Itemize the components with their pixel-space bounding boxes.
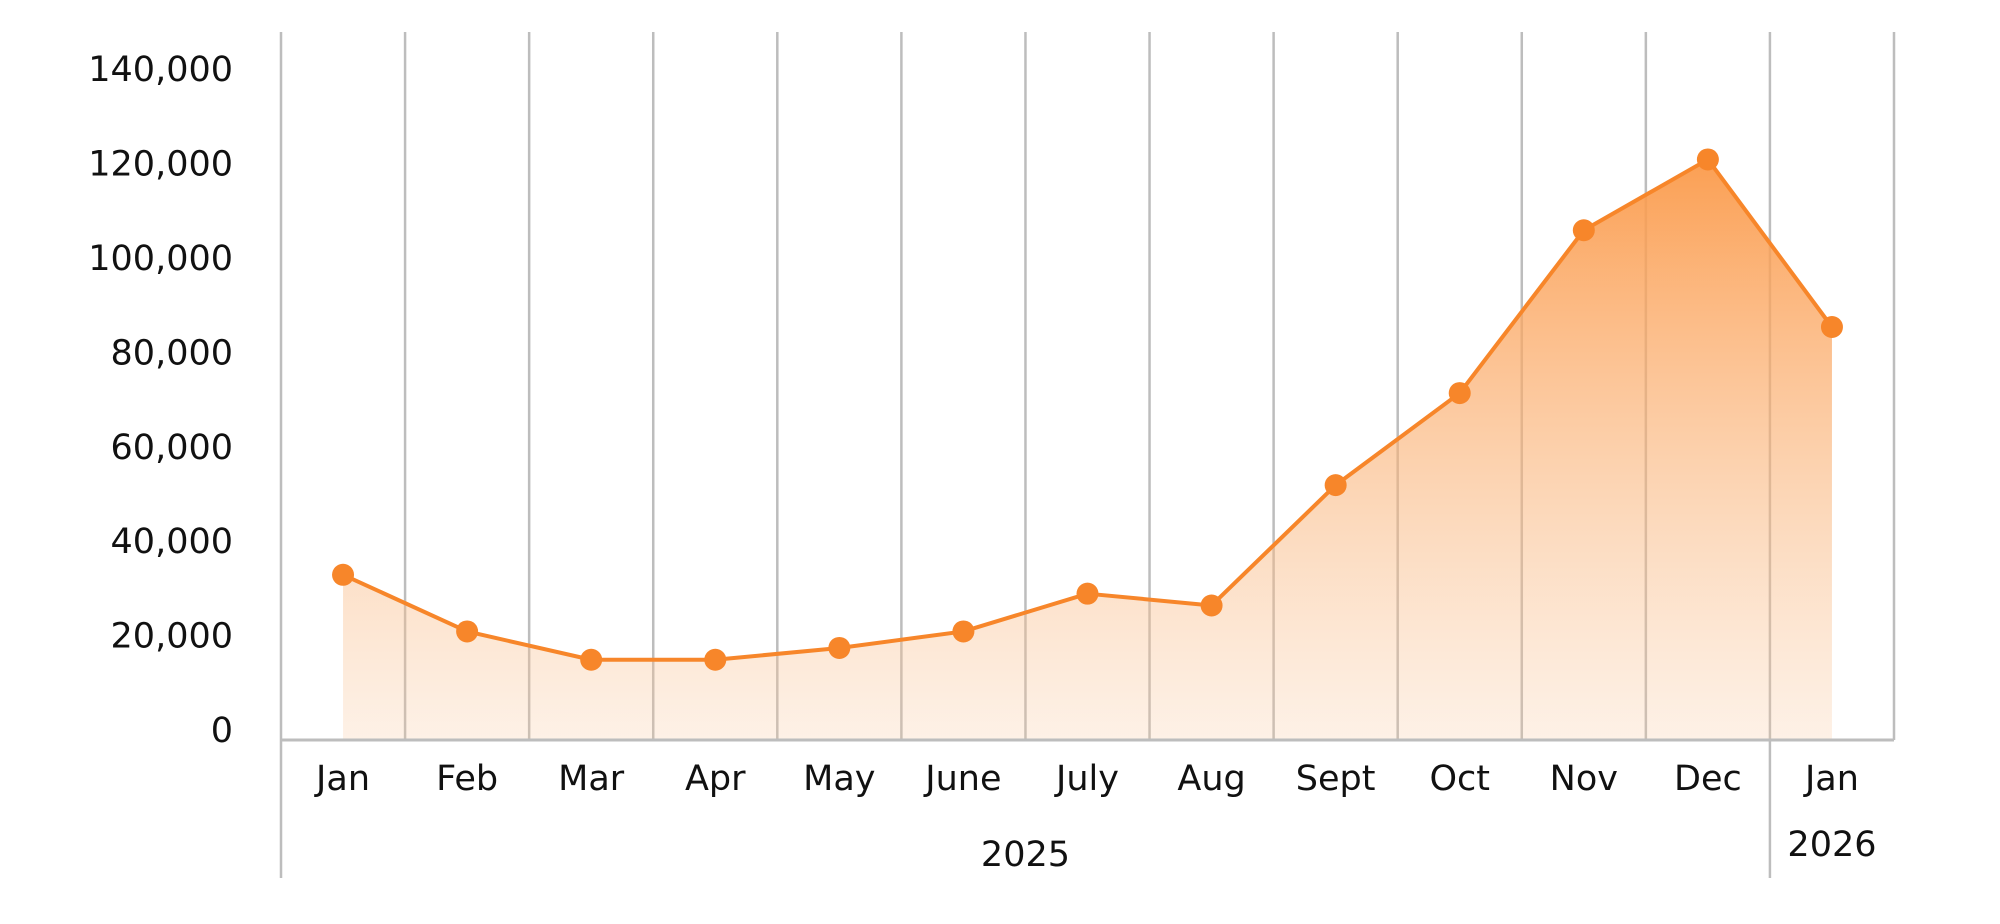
y-tick-label: 0 xyxy=(211,711,233,751)
point xyxy=(952,620,975,643)
point xyxy=(828,636,851,659)
x-tick-label: Dec xyxy=(1674,759,1742,799)
point xyxy=(704,648,727,671)
point xyxy=(580,648,603,671)
point xyxy=(1076,582,1099,605)
area-fill xyxy=(343,159,1832,740)
point xyxy=(1448,382,1471,405)
x-tick-label: Sept xyxy=(1296,759,1376,799)
point xyxy=(1200,594,1223,617)
x-tick-label: July xyxy=(1054,759,1119,799)
x-tick-label: June xyxy=(923,759,1001,799)
point xyxy=(332,563,355,586)
y-tick-label: 140,000 xyxy=(88,50,233,90)
x-tick-label: Oct xyxy=(1429,759,1490,799)
x-tick-label: Nov xyxy=(1550,759,1618,799)
x-tick-label: May xyxy=(803,759,875,799)
x-tick-label: Jan xyxy=(1803,759,1859,799)
x-tick-label: Feb xyxy=(436,759,498,799)
x-tick-label: Jan xyxy=(314,759,370,799)
y-tick-label: 20,000 xyxy=(111,617,233,657)
point xyxy=(1572,219,1595,242)
y-tick-label: 60,000 xyxy=(111,428,233,468)
x-tick-label: Apr xyxy=(685,759,746,799)
point xyxy=(1324,474,1347,497)
y-tick-label: 100,000 xyxy=(88,239,233,279)
y-tick-label: 80,000 xyxy=(111,333,233,373)
x-tick-label: Aug xyxy=(1177,759,1245,799)
x-group-label: 2026 xyxy=(1787,825,1876,865)
point xyxy=(1696,148,1719,171)
point xyxy=(456,620,479,643)
x-tick-label: Mar xyxy=(558,759,625,799)
y-tick-label: 120,000 xyxy=(88,145,233,185)
x-group-label: 2025 xyxy=(981,835,1070,875)
y-tick-label: 40,000 xyxy=(111,522,233,562)
point xyxy=(1820,316,1843,338)
